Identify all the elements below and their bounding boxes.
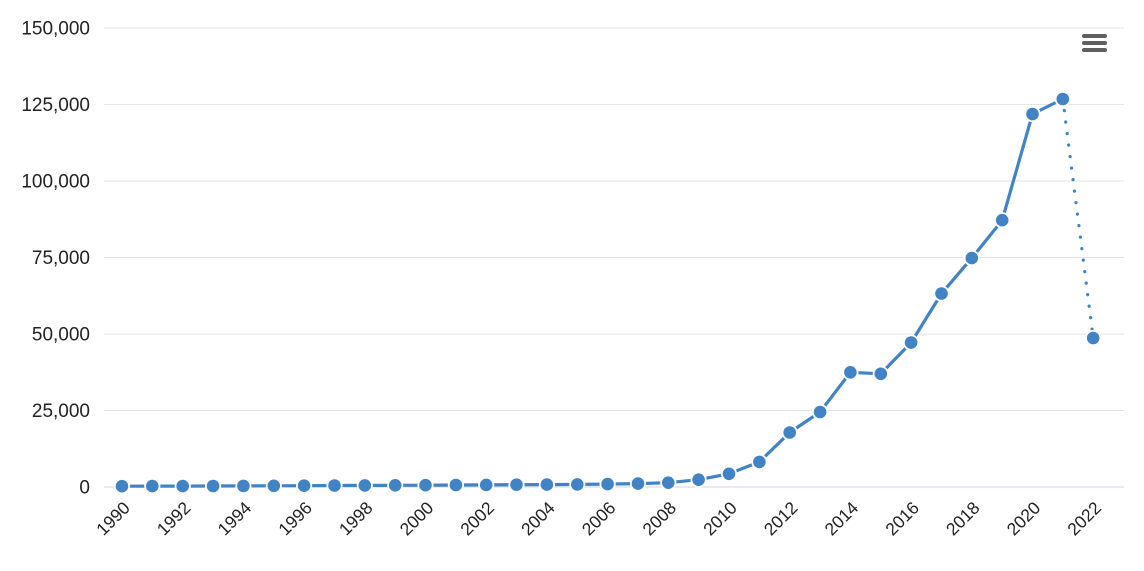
- data-point-2008[interactable]: [660, 474, 677, 491]
- data-point-2011[interactable]: [751, 453, 768, 470]
- data-point-2019[interactable]: [994, 212, 1011, 229]
- x-axis-tick-label: 2014: [821, 498, 863, 540]
- x-axis-tick-label: 2020: [1003, 498, 1045, 540]
- x-axis-tick-label: 2006: [578, 498, 620, 540]
- data-point-2013[interactable]: [811, 403, 829, 421]
- data-point-2010[interactable]: [720, 465, 738, 482]
- data-point-1997[interactable]: [326, 477, 343, 494]
- data-point-1995[interactable]: [265, 477, 282, 494]
- data-point-2021[interactable]: [1054, 90, 1071, 108]
- x-axis-tick-label: 1992: [153, 498, 195, 540]
- data-point-2007[interactable]: [629, 475, 647, 492]
- data-point-1992[interactable]: [174, 477, 191, 495]
- x-axis-tick-label: 2002: [456, 498, 498, 540]
- data-point-2018[interactable]: [963, 250, 980, 267]
- y-axis-tick-label: 150,000: [21, 19, 90, 40]
- data-point-2003[interactable]: [508, 476, 525, 493]
- data-point-2017[interactable]: [933, 285, 950, 302]
- data-point-1990[interactable]: [113, 478, 131, 495]
- data-point-2006[interactable]: [599, 475, 616, 493]
- data-point-2022[interactable]: [1085, 329, 1102, 347]
- chart-context-menu-button[interactable]: [1078, 29, 1110, 57]
- x-axis-tick-label: 2008: [638, 498, 680, 540]
- data-point-2009[interactable]: [690, 471, 707, 488]
- y-axis-tick-label: 100,000: [21, 172, 90, 193]
- y-axis-tick-label: 75,000: [32, 248, 90, 269]
- x-axis-tick-label: 2000: [396, 498, 438, 540]
- data-point-2002[interactable]: [478, 476, 495, 493]
- y-axis-tick-label: 125,000: [21, 95, 90, 116]
- x-axis-tick-label: 2016: [881, 498, 923, 540]
- series-line-dotted-segment: [1061, 97, 1095, 340]
- data-point-1994[interactable]: [235, 477, 252, 494]
- data-point-2016[interactable]: [902, 334, 920, 351]
- x-axis-tick-label: 2010: [699, 498, 741, 540]
- data-point-1991[interactable]: [144, 477, 161, 495]
- data-point-1996[interactable]: [295, 477, 313, 494]
- data-point-2015[interactable]: [872, 365, 889, 382]
- data-point-2020[interactable]: [1024, 105, 1041, 123]
- y-axis-tick-label: 50,000: [32, 325, 90, 346]
- x-axis-tick-label: 1994: [214, 498, 256, 540]
- data-point-2005[interactable]: [569, 476, 586, 493]
- data-point-2000[interactable]: [417, 477, 434, 494]
- data-point-2014[interactable]: [842, 364, 859, 381]
- data-point-1993[interactable]: [205, 477, 222, 495]
- x-axis-tick-label: 1990: [92, 498, 134, 540]
- x-axis-tick-label: 2018: [942, 498, 984, 540]
- data-point-2004[interactable]: [538, 476, 556, 493]
- series-line: [120, 97, 1065, 488]
- data-point-2001[interactable]: [447, 476, 464, 494]
- x-axis-tick-label: 2012: [760, 498, 802, 540]
- data-point-2012[interactable]: [781, 424, 798, 441]
- hamburger-menu-icon: [1081, 34, 1107, 52]
- x-axis-tick-label: 2004: [517, 498, 559, 540]
- data-point-1999[interactable]: [387, 477, 404, 494]
- y-axis-tick-label: 25,000: [32, 401, 90, 422]
- data-point-1998[interactable]: [356, 477, 373, 494]
- y-axis-tick-label: 0: [79, 478, 90, 499]
- x-axis-tick-label: 1996: [274, 498, 316, 540]
- x-axis-tick-label: 2022: [1063, 498, 1105, 540]
- x-axis-tick-label: 1998: [335, 498, 377, 540]
